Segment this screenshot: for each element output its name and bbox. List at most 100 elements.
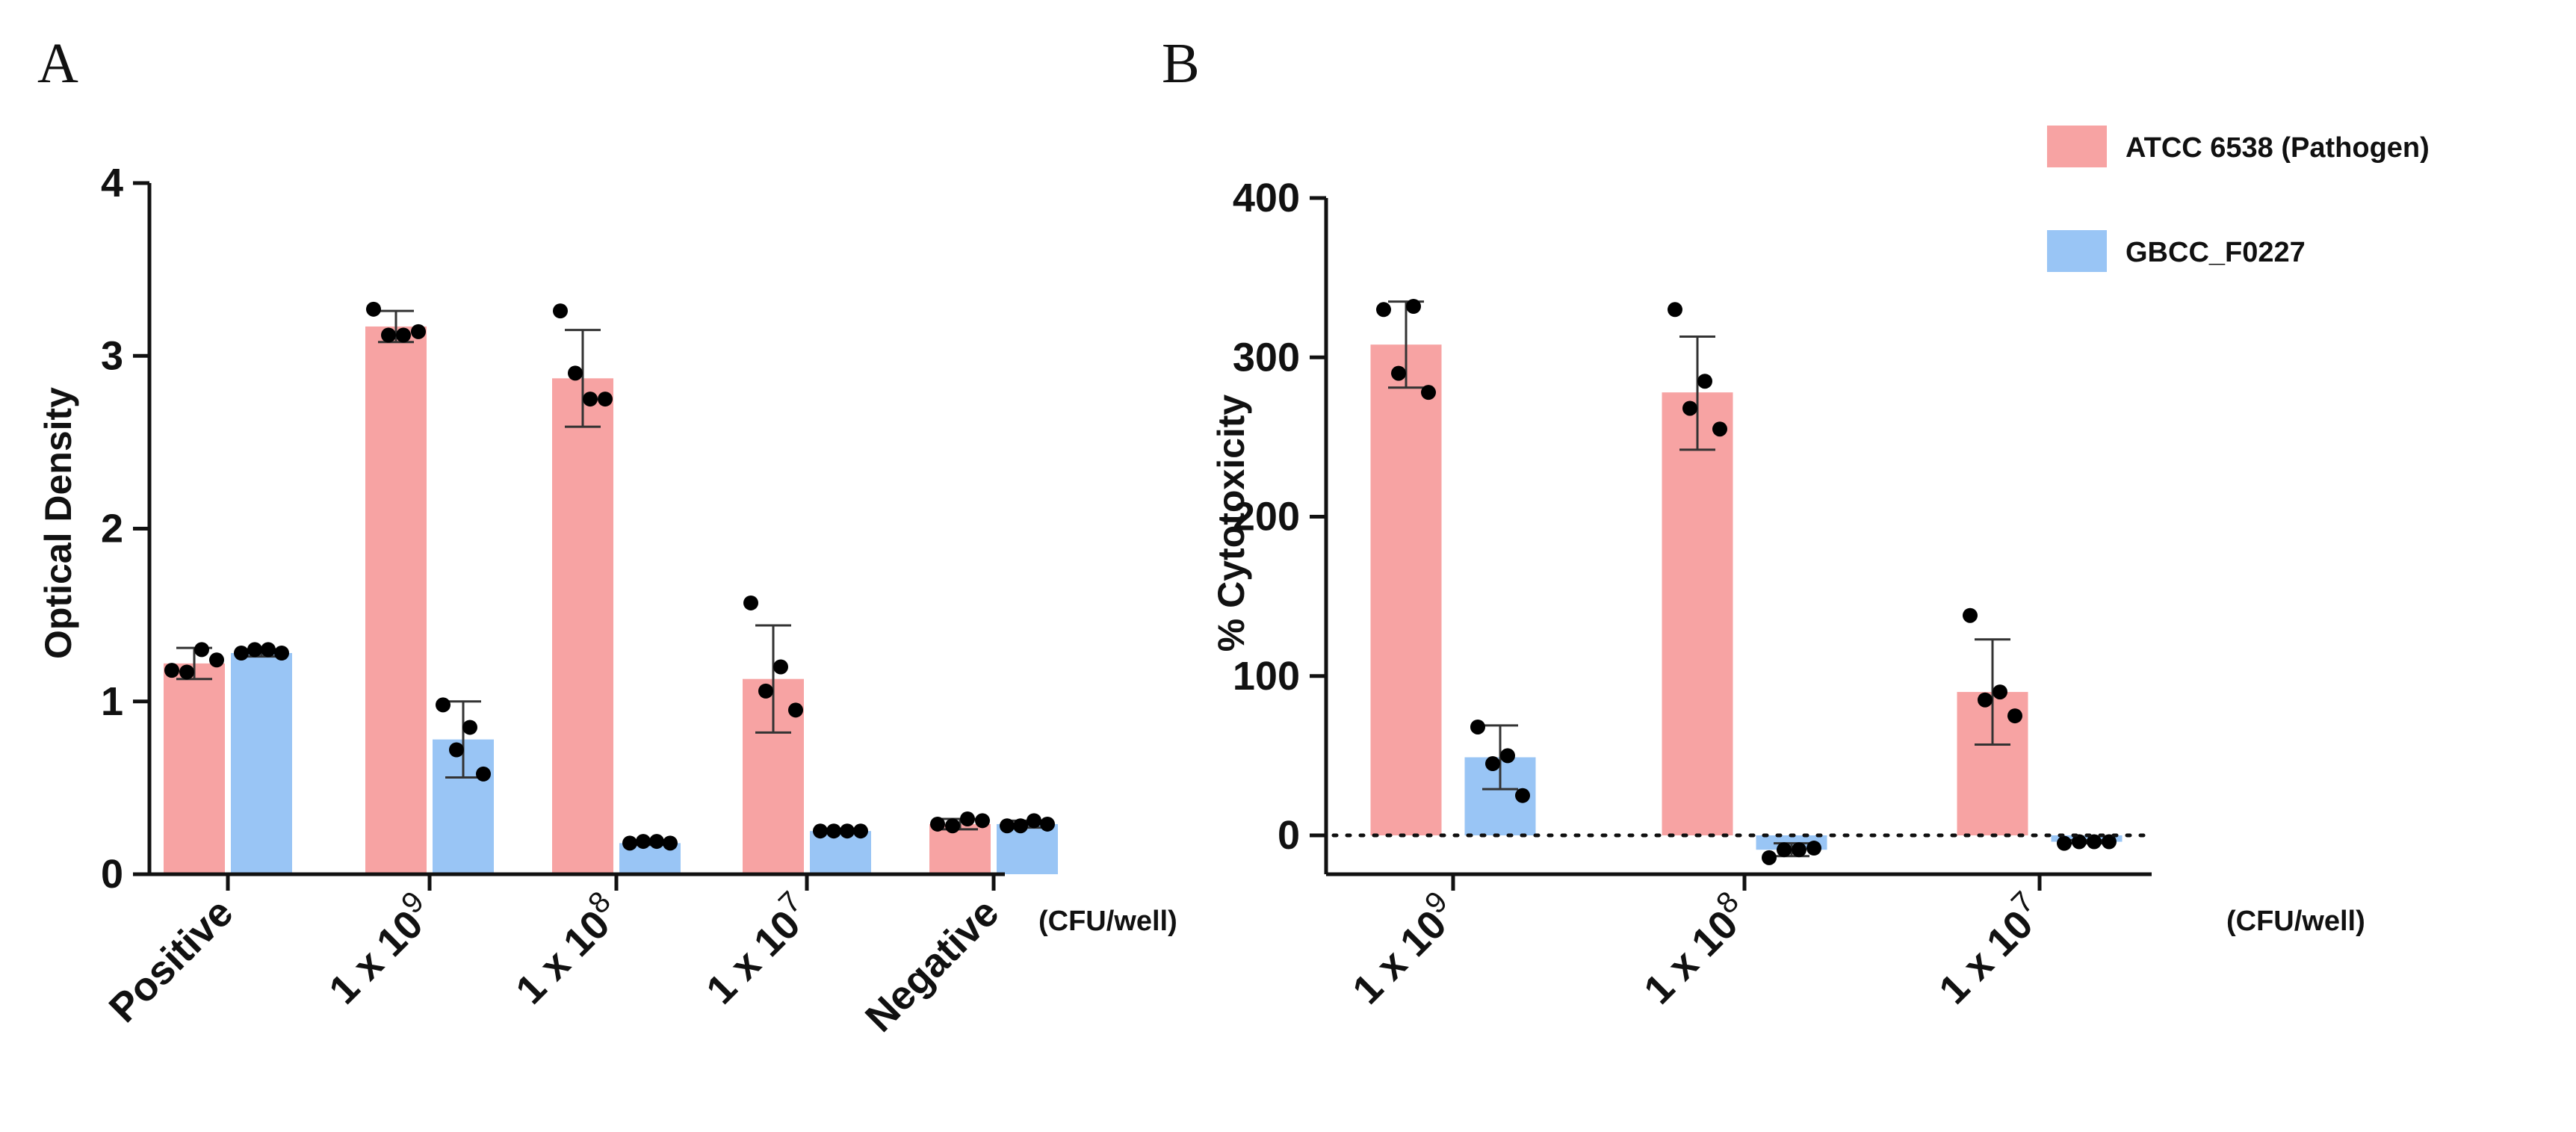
b-y-tick-label-2: 200 (1233, 495, 1300, 539)
a-point-pathogen-2-3 (598, 392, 613, 407)
a-point-gbcc-3-3 (853, 823, 868, 839)
b-y-axis-title: % Cytotoxicity (1210, 395, 1252, 652)
a-point-pathogen-2-2 (568, 365, 583, 381)
a-errorbar-pathogen-2 (565, 329, 601, 428)
legend-swatch-gbcc (2047, 230, 2107, 272)
b-point-gbcc-0-3 (1515, 788, 1530, 803)
b-x-category-label-2: 1 x 107 (1926, 885, 2054, 1013)
a-point-gbcc-0-3 (274, 646, 289, 661)
a-y-tick-label-2: 2 (101, 507, 123, 551)
a-x-category-label-4: Negative (857, 890, 1008, 1041)
a-bar-pathogen-2 (552, 378, 613, 874)
b-point-gbcc-1-2 (1777, 842, 1792, 858)
a-point-gbcc-2-2 (636, 834, 651, 850)
a-point-pathogen-1-1 (396, 327, 411, 343)
b-errorbar-pathogen-1 (1679, 335, 1715, 451)
legend-label-pathogen: ATCC 6538 (Pathogen) (2125, 132, 2430, 164)
a-x-category-label-3: 1 x 107 (693, 885, 821, 1013)
b-point-pathogen-2-0 (1963, 607, 1978, 623)
a-point-pathogen-1-0 (366, 301, 381, 317)
b-bar-pathogen-1 (1662, 392, 1733, 835)
b-x-category-label-1: 1 x 108 (1631, 885, 1759, 1013)
a-point-pathogen-4-1 (960, 811, 975, 826)
a-errorbar-pathogen-1 (378, 309, 414, 344)
a-point-pathogen-1-2 (381, 327, 396, 343)
b-errorbar-gbcc-1 (1774, 842, 1809, 858)
a-point-pathogen-3-3 (788, 702, 803, 718)
b-x-unit-label: (CFU/well) (2226, 906, 2365, 937)
a-point-gbcc-1-1 (462, 720, 477, 735)
a-point-gbcc-2-1 (649, 834, 664, 850)
a-point-pathogen-4-0 (930, 816, 945, 832)
a-y-axis-title: Optical Density (37, 387, 79, 659)
a-point-gbcc-1-3 (476, 766, 491, 782)
b-point-pathogen-0-0 (1376, 302, 1391, 318)
a-point-pathogen-3-1 (773, 659, 788, 675)
a-y-tick-label-1: 1 (101, 679, 123, 724)
a-point-gbcc-0-1 (261, 642, 276, 658)
b-point-gbcc-2-3 (2102, 834, 2117, 850)
b-point-pathogen-2-2 (1978, 692, 1993, 708)
a-point-gbcc-1-2 (449, 742, 464, 758)
a-point-pathogen-4-2 (945, 818, 960, 834)
a-point-pathogen-0-3 (209, 652, 224, 668)
b-y-tick-label-0: 0 (1278, 813, 1300, 858)
b-bar-pathogen-0 (1370, 344, 1442, 835)
a-point-pathogen-3-0 (743, 595, 758, 610)
a-y-tick-label-3: 3 (101, 333, 123, 378)
b-point-gbcc-2-1 (2087, 834, 2102, 850)
b-point-gbcc-1-1 (1792, 842, 1806, 858)
a-point-pathogen-3-2 (758, 683, 773, 699)
b-point-pathogen-1-0 (1668, 302, 1682, 318)
b-point-pathogen-1-1 (1697, 374, 1712, 389)
a-point-pathogen-0-2 (179, 664, 194, 680)
b-y-tick-label-3: 300 (1233, 335, 1300, 380)
b-point-pathogen-0-3 (1421, 385, 1436, 400)
legend-swatch-pathogen (2047, 126, 2107, 167)
b-point-gbcc-0-1 (1500, 748, 1515, 764)
a-point-gbcc-0-2 (247, 642, 262, 658)
b-point-pathogen-1-2 (1682, 400, 1697, 416)
a-point-gbcc-3-0 (813, 823, 828, 839)
a-point-gbcc-4-1 (1027, 813, 1041, 829)
panel-a-chart: 0 1 2 3 4 Positive 1 x 109 1 x 108 1 x 107 Negati… (37, 161, 1177, 1041)
a-errorbar-gbcc-1 (445, 700, 481, 779)
panel-a-letter: A (37, 32, 78, 95)
a-point-pathogen-0-0 (164, 663, 179, 678)
a-point-pathogen-0-1 (194, 642, 209, 658)
a-y-tick-label-4: 4 (101, 161, 123, 205)
a-x-unit-label: (CFU/well) (1038, 906, 1177, 937)
a-bar-pathogen-4 (929, 823, 991, 874)
b-x-category-label-0: 1 x 109 (1340, 885, 1467, 1013)
a-point-pathogen-4-3 (975, 813, 990, 829)
a-point-gbcc-4-2 (1013, 818, 1028, 834)
legend: ATCC 6538 (Pathogen) GBCC_F0227 (2047, 126, 2430, 272)
a-point-gbcc-2-0 (622, 835, 637, 851)
a-y-tick-label-0: 0 (101, 852, 123, 897)
panel-b-letter: B (1162, 32, 1200, 95)
b-point-pathogen-2-3 (2007, 708, 2022, 724)
a-bar-pathogen-0 (164, 663, 225, 874)
a-errorbar-pathogen-3 (755, 624, 791, 734)
b-point-pathogen-0-1 (1406, 299, 1421, 315)
a-x-category-label-0: Positive (101, 890, 242, 1031)
b-point-pathogen-0-2 (1391, 365, 1406, 381)
a-x-category-label-2: 1 x 108 (503, 885, 631, 1013)
b-bar-gbcc-2 (2051, 835, 2123, 842)
a-point-pathogen-2-0 (553, 303, 568, 319)
b-point-pathogen-2-1 (1993, 684, 2007, 700)
a-point-pathogen-2-1 (583, 392, 598, 407)
legend-label-gbcc: GBCC_F0227 (2125, 237, 2306, 268)
panel-b-chart: 0 100 200 300 400 1 x 109 1 x 108 1 x 107 % Cyto… (1210, 176, 2365, 1012)
b-y-tick-label-1: 100 (1233, 654, 1300, 699)
a-point-gbcc-2-3 (663, 835, 678, 851)
b-point-gbcc-0-0 (1470, 719, 1485, 734)
b-point-gbcc-2-0 (2057, 835, 2072, 851)
a-x-category-label-1: 1 x 109 (316, 885, 444, 1013)
b-errorbar-gbcc-0 (1482, 724, 1518, 791)
a-point-gbcc-3-2 (826, 823, 841, 839)
a-point-gbcc-4-0 (1000, 818, 1015, 834)
a-bar-gbcc-0 (231, 653, 292, 874)
b-y-tick-label-4: 400 (1233, 176, 1300, 220)
